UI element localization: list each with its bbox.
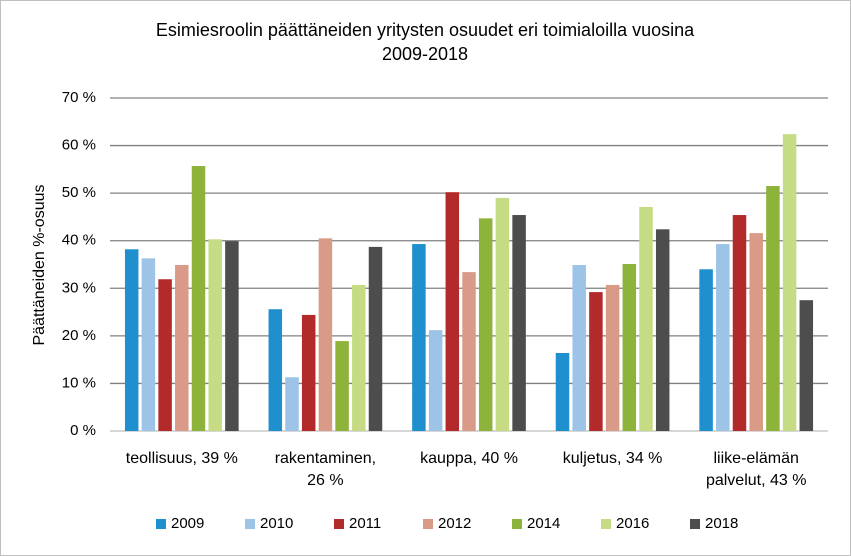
legend-swatch <box>245 519 255 529</box>
bar <box>782 134 797 431</box>
y-tick-label: 70 % <box>62 89 96 106</box>
bar <box>352 284 366 431</box>
x-tick-label: kuljetus, 34 % <box>563 450 663 467</box>
bar <box>716 244 730 431</box>
x-tick-label: rakentaminen, 26 % <box>275 450 376 489</box>
y-tick-label: 40 % <box>62 232 96 249</box>
bar <box>124 249 139 431</box>
bar <box>268 309 283 431</box>
y-tick-label: 60 % <box>62 137 96 154</box>
legend-swatch <box>512 519 522 529</box>
bar <box>478 218 493 431</box>
legend-swatch <box>601 519 611 529</box>
bar <box>512 215 526 431</box>
bar <box>766 186 780 431</box>
x-tick-label: teollisuus, 39 % <box>126 450 238 467</box>
bar <box>301 314 316 431</box>
bar <box>495 197 510 431</box>
bar <box>191 166 206 431</box>
legend-swatch <box>156 519 166 529</box>
bar <box>749 233 763 431</box>
legend-swatch <box>334 519 344 529</box>
bar <box>445 192 460 431</box>
bar <box>555 352 570 431</box>
legend-swatch <box>423 519 433 529</box>
bar <box>428 330 443 431</box>
y-tick-label: 10 % <box>62 374 96 391</box>
chart-title: Esimiesroolin päättäneiden yritysten osu… <box>156 20 695 64</box>
bar <box>462 272 476 431</box>
bar <box>732 215 747 431</box>
bar <box>285 377 299 431</box>
bar <box>335 341 349 431</box>
legend-label: 2009 <box>171 515 204 532</box>
bar <box>141 258 156 431</box>
legend-label: 2012 <box>438 515 471 532</box>
legend-label: 2010 <box>260 515 293 532</box>
legend-label: 2018 <box>705 515 738 532</box>
y-tick-label: 50 % <box>62 184 96 201</box>
legend-label: 2014 <box>527 515 560 532</box>
bar <box>368 246 383 431</box>
x-tick-label: kauppa, 40 % <box>420 450 518 467</box>
bar <box>589 292 603 431</box>
bar <box>639 206 653 431</box>
legend-swatch <box>690 519 700 529</box>
bar <box>225 241 239 431</box>
bar <box>799 300 814 431</box>
bar <box>158 279 172 431</box>
y-axis-label: Päättäneiden %-osuus <box>31 185 48 346</box>
bar <box>175 264 189 431</box>
bar <box>208 239 222 431</box>
bar <box>605 284 620 431</box>
y-tick-label: 0 % <box>70 422 96 439</box>
legend-label: 2011 <box>349 515 381 532</box>
bar <box>412 244 426 431</box>
y-tick-label: 20 % <box>62 327 96 344</box>
y-tick-label: 30 % <box>62 279 96 296</box>
bar <box>622 264 637 431</box>
bar <box>572 264 586 431</box>
x-tick-label: liike-elämän palvelut, 43 % <box>706 450 807 489</box>
bar <box>318 238 333 431</box>
bar <box>655 229 670 431</box>
bar <box>699 269 713 431</box>
legend-label: 2016 <box>616 515 649 532</box>
